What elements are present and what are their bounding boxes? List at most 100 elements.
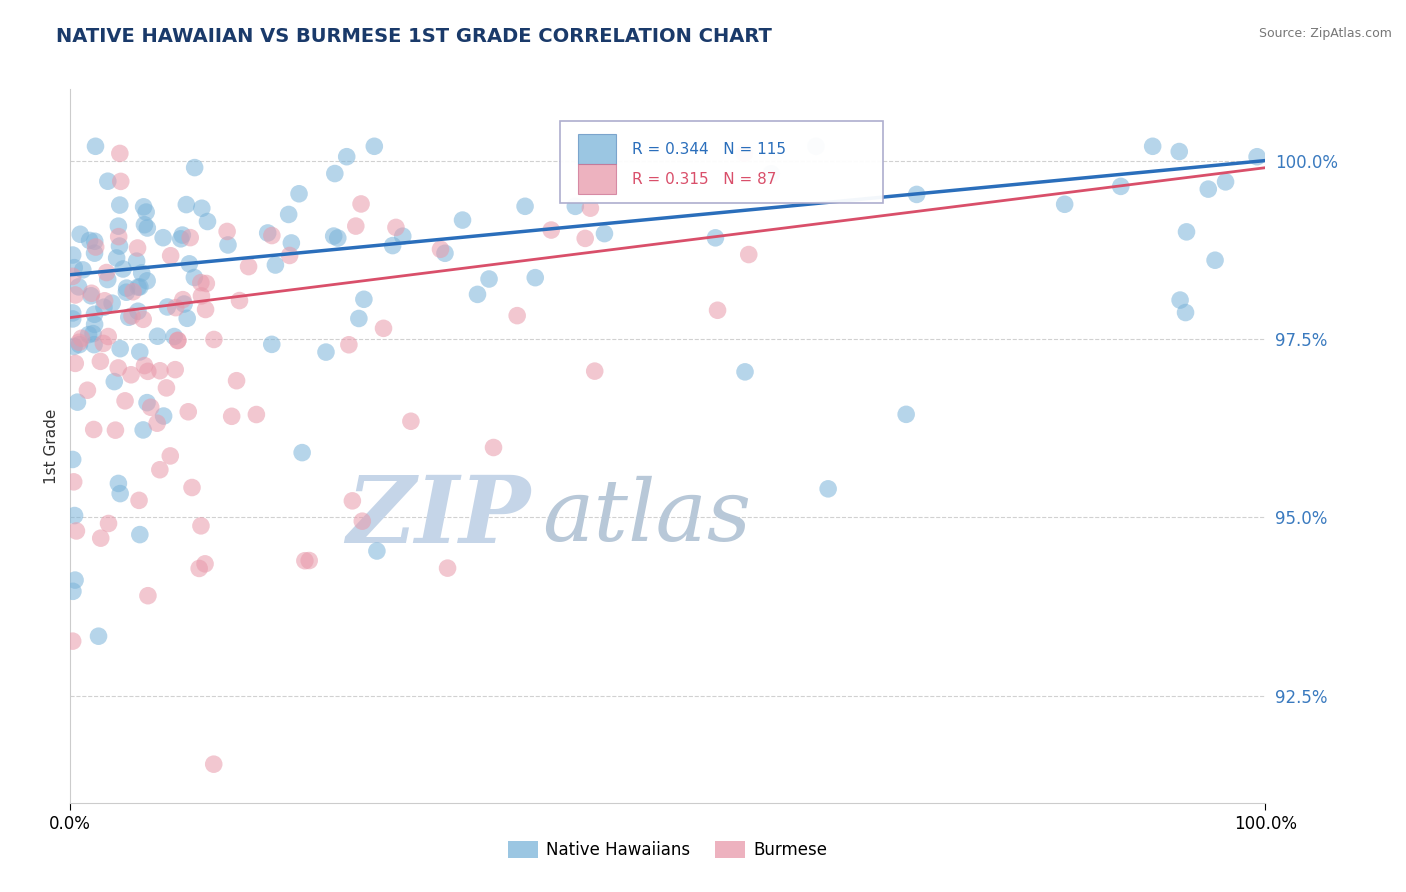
Point (132, 200, 155, 214)
Point (288, 186, 311, 201)
Point (294, 554, 316, 568)
Point (72, 263, 94, 277)
Point (165, 301, 187, 315)
Point (136, 395, 159, 409)
Point (190, 519, 212, 533)
Point (132, 312, 155, 326)
Point (1174, 305, 1197, 319)
Point (1168, 145, 1191, 159)
Point (108, 146, 131, 161)
Point (62, 452, 84, 467)
Point (105, 251, 128, 265)
Point (62, 248, 84, 262)
Point (298, 553, 321, 567)
Point (131, 266, 153, 280)
Point (734, 365, 756, 379)
Point (337, 338, 360, 352)
Point (114, 393, 136, 408)
Point (112, 262, 135, 277)
Point (63, 339, 86, 353)
FancyBboxPatch shape (578, 164, 616, 194)
Point (77, 327, 100, 342)
Point (127, 304, 149, 318)
Point (134, 218, 156, 232)
Point (132, 423, 155, 437)
Point (704, 231, 727, 245)
Point (1197, 182, 1219, 196)
Point (127, 280, 149, 294)
Point (194, 557, 217, 571)
Point (191, 201, 214, 215)
Point (63, 573, 86, 587)
Legend: Native Hawaiians, Burmese: Native Hawaiians, Burmese (502, 834, 834, 866)
Point (202, 757, 225, 772)
Point (1142, 139, 1164, 153)
Point (107, 219, 129, 234)
Point (188, 561, 211, 575)
Point (264, 258, 287, 272)
Point (179, 257, 201, 271)
Point (221, 409, 243, 424)
Point (391, 229, 413, 244)
Point (128, 345, 150, 359)
Point (83, 337, 105, 351)
Point (433, 246, 456, 260)
Point (350, 197, 373, 211)
Point (83, 246, 105, 260)
Point (159, 249, 181, 263)
Point (817, 482, 839, 496)
Point (96, 266, 118, 280)
Point (156, 300, 179, 314)
Point (62, 634, 84, 648)
Point (172, 293, 194, 307)
Point (579, 201, 602, 215)
Point (65, 356, 87, 370)
Point (706, 303, 728, 318)
Point (107, 360, 129, 375)
Point (149, 463, 172, 477)
Point (108, 486, 131, 500)
Point (761, 167, 783, 181)
Point (97, 174, 120, 188)
Point (593, 227, 616, 241)
Point (97, 516, 120, 531)
Point (738, 247, 761, 261)
Point (136, 221, 159, 235)
Point (108, 198, 131, 212)
Point (1246, 150, 1268, 164)
Point (245, 408, 267, 422)
Point (336, 150, 359, 164)
FancyBboxPatch shape (561, 121, 883, 203)
Point (202, 333, 225, 347)
Point (256, 226, 278, 240)
Point (1053, 197, 1076, 211)
Point (183, 161, 205, 175)
Point (63, 260, 86, 275)
Point (108, 342, 131, 356)
Point (90, 531, 112, 545)
Point (65, 288, 87, 302)
Point (62, 306, 84, 320)
Text: ZIP: ZIP (346, 473, 530, 562)
Point (366, 544, 388, 558)
Point (118, 310, 141, 325)
Point (63, 508, 86, 523)
Point (128, 493, 150, 508)
Point (291, 445, 314, 459)
Point (344, 219, 367, 233)
Point (152, 230, 174, 244)
Point (69, 227, 91, 242)
Point (583, 364, 606, 378)
Point (79, 234, 101, 248)
Point (564, 199, 586, 213)
Point (513, 199, 536, 213)
Point (436, 561, 458, 575)
Point (170, 232, 193, 246)
Point (228, 293, 250, 308)
Point (67, 280, 90, 294)
Text: atlas: atlas (543, 476, 751, 558)
FancyBboxPatch shape (578, 134, 616, 164)
Point (173, 297, 195, 311)
Point (381, 238, 404, 252)
Point (76, 383, 98, 397)
